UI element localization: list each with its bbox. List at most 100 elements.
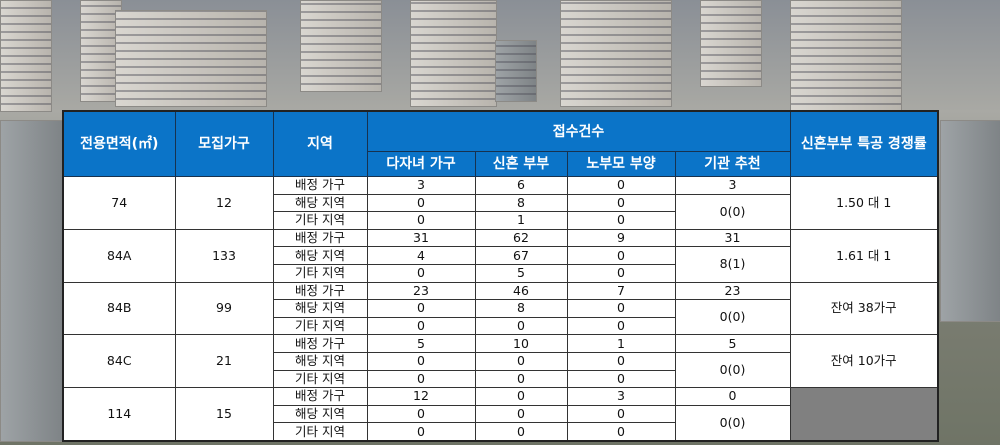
elderly-support-cell: 0 <box>566 351 676 371</box>
competition-cell: 1.61 대 1 <box>789 228 939 283</box>
newlywed-cell: 0 <box>474 404 568 424</box>
header-multi-child: 다자녀 가구 <box>366 151 476 177</box>
households-cell: 15 <box>174 387 274 442</box>
table-row: 84A 133 배정 가구 31 62 9 31 1.61 대 1 <box>62 228 939 283</box>
newlywed-cell: 8 <box>474 193 568 213</box>
multi-child-cell: 0 <box>366 211 476 230</box>
elderly-support-cell: 0 <box>566 369 676 389</box>
newlywed-cell: 10 <box>474 334 568 353</box>
header-agency-recommend: 기관 추천 <box>674 151 791 177</box>
elderly-support-cell: 0 <box>566 299 676 318</box>
table-row: 해당 지역 0 0 0 0(0) <box>63 404 938 442</box>
table-row: 84B 99 배정 가구 23 46 7 23 잔여 38가구 <box>62 281 939 336</box>
header-competition: 신혼부부 특공 경쟁률 <box>789 110 939 177</box>
header-area: 전용면적(㎡) <box>62 110 176 177</box>
elderly-support-cell: 0 <box>566 422 676 442</box>
newlywed-cell: 0 <box>474 422 568 442</box>
region-cell: 배정 가구 <box>272 334 368 353</box>
elderly-support-cell: 0 <box>566 193 676 213</box>
table-row: 기타 지역 0 0 0 <box>63 369 938 389</box>
newlywed-cell: 8 <box>474 299 568 318</box>
elderly-support-cell: 0 <box>566 211 676 230</box>
header-region: 지역 <box>272 110 368 177</box>
area-cell: 84A <box>62 228 176 283</box>
elderly-support-cell: 1 <box>566 334 676 353</box>
multi-child-cell: 5 <box>366 334 476 353</box>
multi-child-cell: 0 <box>366 299 476 318</box>
multi-child-cell: 0 <box>366 351 476 371</box>
region-cell: 기타 지역 <box>272 316 368 336</box>
header-applications: 접수건수 <box>366 110 791 152</box>
agency-cell: 0(0) <box>674 299 791 336</box>
newlywed-cell: 1 <box>474 211 568 230</box>
newlywed-cell: 0 <box>474 387 568 406</box>
table-row: 해당 지역 0 8 0 0(0) <box>63 299 938 336</box>
elderly-support-cell: 0 <box>566 316 676 336</box>
multi-child-cell: 23 <box>366 281 476 301</box>
table-row: 기타 지역 0 0 0 <box>63 422 938 442</box>
agency-cell: 0(0) <box>674 404 791 442</box>
table-row: 해당 지역 0 0 0 0(0) <box>63 351 938 389</box>
households-cell: 99 <box>174 281 274 336</box>
multi-child-cell: 0 <box>366 404 476 424</box>
table-row: 114 15 배정 가구 12 0 3 0 <box>62 387 939 442</box>
region-cell: 해당 지역 <box>272 246 368 265</box>
region-cell: 해당 지역 <box>272 299 368 318</box>
agency-cell: 5 <box>674 334 791 353</box>
region-cell: 기타 지역 <box>272 422 368 442</box>
area-cell: 74 <box>62 176 176 230</box>
area-cell: 84B <box>62 281 176 336</box>
elderly-support-cell: 7 <box>566 281 676 301</box>
multi-child-cell: 3 <box>366 176 476 195</box>
newlywed-cell: 67 <box>474 246 568 265</box>
competition-cell: 잔여 38가구 <box>789 281 939 336</box>
newlywed-cell: 0 <box>474 351 568 371</box>
multi-child-cell: 0 <box>366 422 476 442</box>
table-row: 기타 지역 0 0 0 <box>63 316 938 336</box>
households-cell: 133 <box>174 228 274 283</box>
special-supply-application-table: 전용면적(㎡) 모집가구 지역 접수건수 신혼부부 특공 경쟁률 다자녀 가구 … <box>62 110 939 442</box>
elderly-support-cell: 0 <box>566 404 676 424</box>
competition-cell: 잔여 10가구 <box>789 334 939 389</box>
multi-child-cell: 31 <box>366 228 476 248</box>
newlywed-cell: 62 <box>474 228 568 248</box>
elderly-support-cell: 3 <box>566 387 676 406</box>
households-cell: 21 <box>174 334 274 389</box>
header-elderly-support: 노부모 부양 <box>566 151 676 177</box>
header-newlywed: 신혼 부부 <box>474 151 568 177</box>
region-cell: 기타 지역 <box>272 263 368 283</box>
region-cell: 배정 가구 <box>272 387 368 406</box>
region-cell: 배정 가구 <box>272 228 368 248</box>
multi-child-cell: 0 <box>366 193 476 213</box>
multi-child-cell: 12 <box>366 387 476 406</box>
agency-cell: 3 <box>674 176 791 195</box>
region-cell: 배정 가구 <box>272 281 368 301</box>
households-cell: 12 <box>174 176 274 230</box>
region-cell: 기타 지역 <box>272 369 368 389</box>
elderly-support-cell: 0 <box>566 246 676 265</box>
table-row: 해당 지역 0 8 0 0(0) <box>63 193 938 230</box>
region-cell: 배정 가구 <box>272 176 368 195</box>
elderly-support-cell: 9 <box>566 228 676 248</box>
table-row: 기타 지역 0 1 0 <box>63 211 938 230</box>
area-cell: 114 <box>62 387 176 442</box>
multi-child-cell: 0 <box>366 316 476 336</box>
elderly-support-cell: 0 <box>566 176 676 195</box>
agency-cell: 0(0) <box>674 351 791 389</box>
table-row: 84C 21 배정 가구 5 10 1 5 잔여 10가구 <box>62 334 939 389</box>
region-cell: 해당 지역 <box>272 404 368 424</box>
newlywed-cell: 0 <box>474 369 568 389</box>
agency-cell: 23 <box>674 281 791 301</box>
newlywed-cell: 5 <box>474 263 568 283</box>
agency-cell: 8(1) <box>674 246 791 283</box>
newlywed-cell: 0 <box>474 316 568 336</box>
region-cell: 해당 지역 <box>272 351 368 371</box>
multi-child-cell: 4 <box>366 246 476 265</box>
region-cell: 해당 지역 <box>272 193 368 213</box>
table-row: 74 12 배정 가구 3 6 0 3 1.50 대 1 <box>62 176 939 230</box>
agency-cell: 0(0) <box>674 193 791 230</box>
competition-cell: 1.50 대 1 <box>789 176 939 230</box>
multi-child-cell: 0 <box>366 263 476 283</box>
multi-child-cell: 0 <box>366 369 476 389</box>
competition-cell <box>789 387 939 442</box>
